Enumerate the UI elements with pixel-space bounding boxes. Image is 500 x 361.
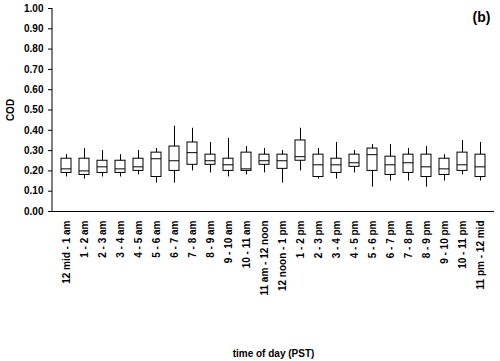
svg-text:3 - 4 am: 3 - 4 am [115,220,126,257]
svg-text:6 - 7 pm: 6 - 7 pm [385,220,396,258]
svg-text:8 - 9 am: 8 - 9 am [205,220,216,257]
svg-text:1 - 2 pm: 1 - 2 pm [295,220,306,258]
svg-text:5 - 6 am: 5 - 6 am [151,220,162,257]
svg-text:5 - 6 pm: 5 - 6 pm [367,220,378,258]
svg-text:0.50: 0.50 [24,104,44,115]
svg-text:0.40: 0.40 [24,125,44,136]
svg-text:2 - 3 am: 2 - 3 am [97,220,108,257]
svg-text:12 noon - 1 pm: 12 noon - 1 pm [277,220,288,291]
svg-text:0.90: 0.90 [24,23,44,34]
svg-text:0.80: 0.80 [24,43,44,54]
svg-text:(b): (b) [473,9,491,25]
svg-text:11 pm - 12 mid: 11 pm - 12 mid [475,221,486,290]
svg-text:4 - 5 pm: 4 - 5 pm [349,220,360,258]
svg-text:0.30: 0.30 [24,145,44,156]
svg-text:time of day (PST): time of day (PST) [233,348,315,359]
svg-text:12 mid - 1 am: 12 mid - 1 am [61,220,72,283]
svg-text:2 - 3 pm: 2 - 3 pm [313,220,324,258]
svg-text:10 - 11 pm: 10 - 11 pm [457,220,468,268]
svg-text:11 am - 12 noon: 11 am - 12 noon [259,221,270,296]
svg-text:7 - 8 am: 7 - 8 am [187,220,198,257]
svg-text:6 - 7 am: 6 - 7 am [169,220,180,257]
svg-text:7 - 8 pm: 7 - 8 pm [403,220,414,258]
svg-text:4 - 5 am: 4 - 5 am [133,220,144,257]
svg-text:0.60: 0.60 [24,84,44,95]
svg-text:9 - 10 am: 9 - 10 am [223,220,234,263]
svg-text:0.70: 0.70 [24,64,44,75]
svg-text:0.10: 0.10 [24,185,44,196]
svg-text:0.00: 0.00 [24,206,44,217]
svg-text:1 - 2 am: 1 - 2 am [79,220,90,257]
svg-text:0.20: 0.20 [24,165,44,176]
svg-text:10 - 11 am: 10 - 11 am [241,220,252,268]
svg-text:9 - 10 pm: 9 - 10 pm [439,220,450,263]
svg-text:1.00: 1.00 [24,3,44,14]
svg-text:8 - 9 pm: 8 - 9 pm [421,220,432,258]
svg-text:3 - 4 pm: 3 - 4 pm [331,220,342,258]
svg-text:COD: COD [5,99,16,121]
